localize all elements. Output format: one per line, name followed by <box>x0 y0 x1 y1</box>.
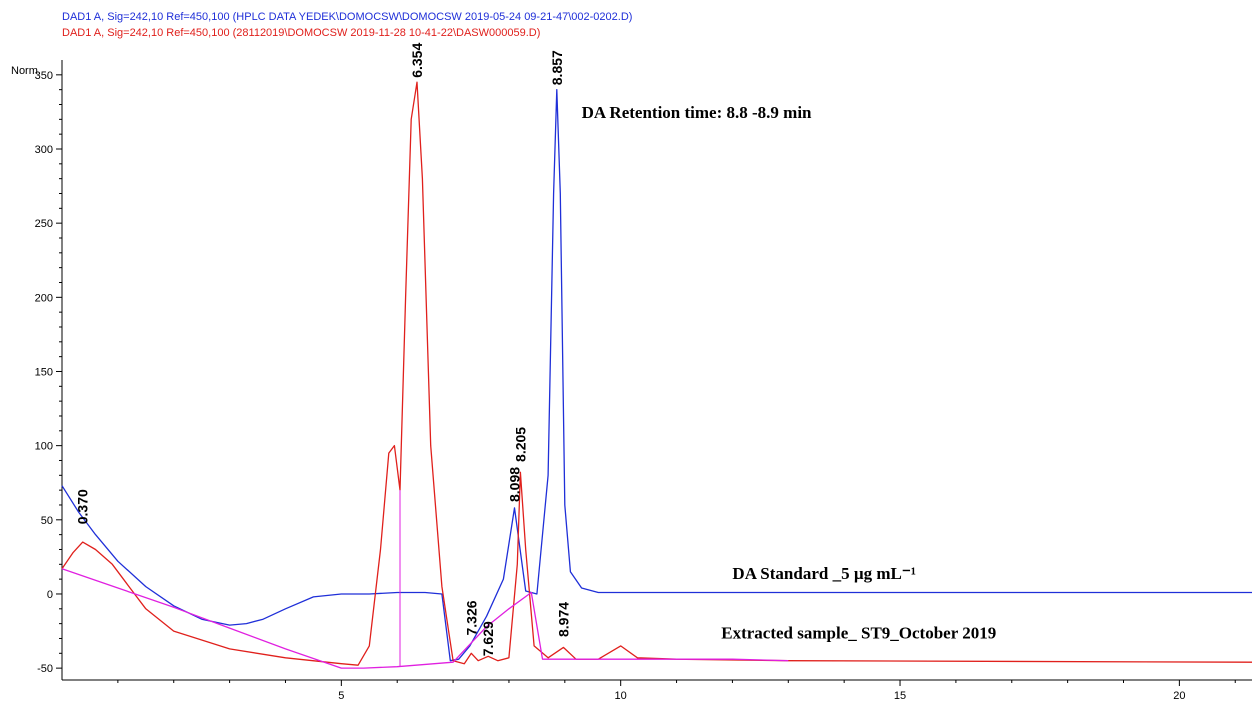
y-tick-label: 0 <box>47 589 53 601</box>
y-tick-label: 350 <box>35 70 53 82</box>
x-tick-label: 20 <box>1173 690 1185 702</box>
series-line-baseline <box>61 568 789 669</box>
x-tick-label: 15 <box>894 690 906 702</box>
y-tick-label: 50 <box>41 515 53 527</box>
axis-ticks: -50 0 50 100 150 200 250 300 350 5 10 15 20 <box>35 70 1236 702</box>
chromatogram-header-sample: DAD1 A, Sig=242,10 Ref=450,100 (28112019… <box>62 27 541 39</box>
chart-annotation: Extracted sample_ ST9_October 2019 <box>721 623 996 642</box>
x-tick-label: 10 <box>615 690 627 702</box>
peak-label: 7.326 <box>463 600 479 635</box>
chart-annotation: DA Standard _5 µg mL⁻¹ <box>732 564 916 583</box>
peak-label: 7.629 <box>480 621 496 656</box>
series-line-sample <box>61 81 1252 666</box>
peak-label: 8.974 <box>555 602 571 637</box>
y-tick-label: 200 <box>35 292 53 304</box>
y-tick-label: 300 <box>35 144 53 156</box>
axes <box>61 60 1252 681</box>
chart-annotation: DA Retention time: 8.8 -8.9 min <box>582 103 812 122</box>
y-tick-label: 150 <box>35 366 53 378</box>
peak-label: 6.354 <box>409 43 425 78</box>
peak-label: 8.098 <box>506 467 522 502</box>
y-tick-label: -50 <box>37 663 53 675</box>
peak-label: 8.205 <box>512 427 528 462</box>
series-group <box>61 81 1252 669</box>
x-tick-label: 5 <box>338 690 344 702</box>
peak-label: 8.857 <box>549 50 565 85</box>
series-line-standard <box>61 89 1252 662</box>
y-tick-label: 100 <box>35 441 53 453</box>
y-axis-label: Norm. <box>11 65 41 77</box>
baseline-drop-lines <box>399 490 401 667</box>
y-tick-label: 250 <box>35 218 53 230</box>
peak-label: 0.370 <box>75 489 91 524</box>
annotations: DA Retention time: 8.8 -8.9 min DA Standa… <box>582 103 997 643</box>
chromatogram-header-standard: DAD1 A, Sig=242,10 Ref=450,100 (HPLC DAT… <box>62 11 633 23</box>
